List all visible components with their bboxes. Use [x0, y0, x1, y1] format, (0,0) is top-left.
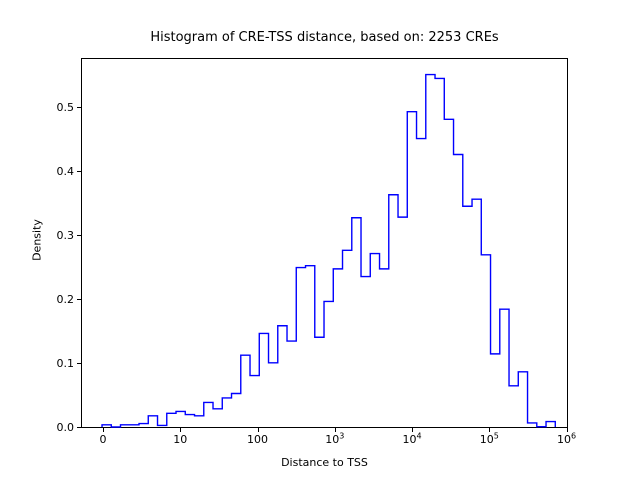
y-tick-label: 0.2: [56, 293, 75, 307]
x-tick-label: 10: [173, 433, 188, 446]
x-tick-label: 105: [479, 431, 499, 446]
y-axis-label: Density: [30, 219, 44, 261]
x-tick-label: 104: [402, 431, 422, 446]
chart-title: Histogram of CRE-TSS distance, based on:…: [150, 30, 499, 45]
y-tick-label: 0.4: [56, 165, 75, 179]
x-tick-label: 103: [325, 431, 345, 446]
x-tick-label: 100: [247, 433, 269, 446]
axes-spines: [81, 58, 568, 428]
y-tick-label: 0.3: [56, 229, 75, 243]
y-tick-label: 0.5: [56, 101, 75, 115]
tick-marks: [77, 107, 568, 432]
x-tick-label: 106: [556, 431, 577, 446]
histogram-step-line: [101, 73, 556, 428]
x-tick-label: 0: [99, 433, 107, 446]
y-tick-label: 0.1: [56, 357, 75, 371]
plot-area: [77, 58, 568, 432]
y-tick-label: 0.0: [56, 421, 75, 434]
x-axis-label: Distance to TSS: [281, 456, 368, 469]
